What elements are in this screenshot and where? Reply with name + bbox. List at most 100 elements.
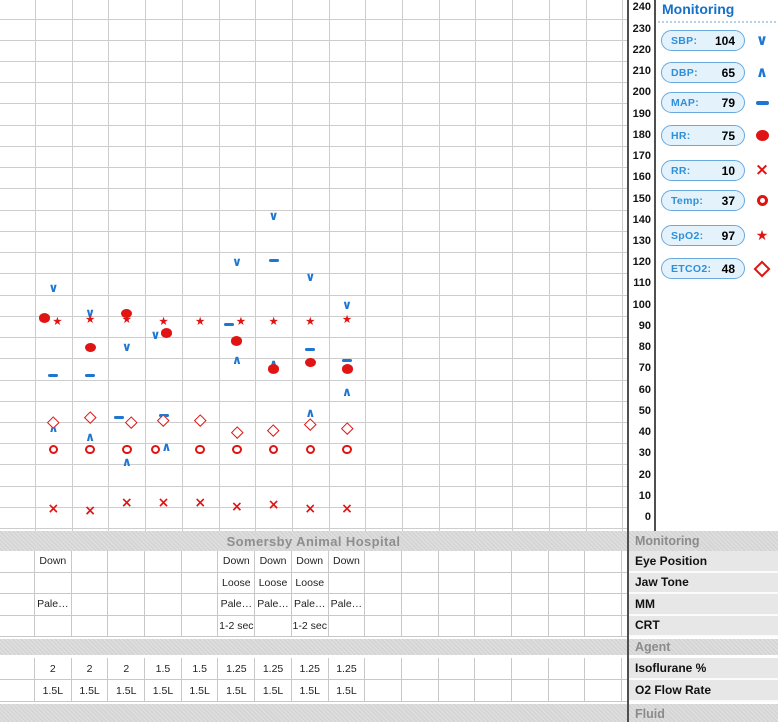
table-cell[interactable]: 1.5L [329,680,366,701]
table-cell[interactable] [72,615,109,636]
table-cell[interactable]: 1.5 [182,658,219,679]
table-cell[interactable]: 1.5L [72,680,109,701]
table-cell[interactable] [586,658,623,679]
table-cell[interactable] [145,572,182,593]
table-cell[interactable] [512,615,549,636]
table-cell[interactable] [586,680,623,701]
table-cell[interactable] [512,572,549,593]
table-cell[interactable]: Pale… [35,594,72,615]
table-cell[interactable] [72,572,109,593]
table-cell[interactable] [586,594,623,615]
table-cell[interactable] [402,572,439,593]
table-cell[interactable]: Pale… [292,594,329,615]
table-cell[interactable] [145,551,182,572]
table-cell[interactable]: 1.25 [292,658,329,679]
table-cell[interactable] [512,680,549,701]
table-cell[interactable] [0,615,35,636]
vital-pill-SpO2[interactable]: SpO2: 97 [661,225,745,246]
table-cell[interactable] [402,658,439,679]
table-cell[interactable] [475,551,513,572]
table-cell[interactable] [108,615,146,636]
vital-pill-HR[interactable]: HR: 75 [661,125,745,146]
table-cell[interactable]: 1.25 [255,658,292,679]
table-cell[interactable] [549,572,586,593]
table-cell[interactable] [108,594,146,615]
table-cell[interactable] [475,572,513,593]
table-cell[interactable]: Down [292,551,329,572]
table-cell[interactable] [365,658,402,679]
table-cell[interactable]: 2 [72,658,109,679]
table-cell[interactable]: Down [219,551,256,572]
table-cell[interactable]: 1.5L [292,680,329,701]
table-cell[interactable]: 1.5L [145,680,182,701]
table-cell[interactable] [329,572,366,593]
table-cell[interactable]: 1.5L [182,680,219,701]
table-cell[interactable] [35,615,72,636]
table-cell[interactable]: Down [255,551,292,572]
table-cell[interactable] [512,594,549,615]
table-cell[interactable]: Loose [219,572,256,593]
table-cell[interactable] [586,615,623,636]
table-cell[interactable] [365,572,402,593]
table-cell[interactable] [72,551,109,572]
table-cell[interactable] [0,594,35,615]
table-cell[interactable]: 1.25 [219,658,256,679]
table-cell[interactable] [182,615,219,636]
table-cell[interactable]: Pale… [329,594,366,615]
table-cell[interactable] [475,594,513,615]
table-cell[interactable] [0,551,35,572]
vital-pill-RR[interactable]: RR: 10 [661,160,745,181]
table-cell[interactable] [439,572,476,593]
table-cell[interactable] [72,594,109,615]
table-cell[interactable] [402,594,439,615]
table-cell[interactable] [549,615,586,636]
table-cell[interactable] [329,615,366,636]
table-cell[interactable] [108,551,146,572]
table-cell[interactable]: Loose [255,572,292,593]
table-cell[interactable] [439,551,476,572]
table-cell[interactable] [0,680,35,701]
table-cell[interactable] [439,680,476,701]
table-cell[interactable]: 2 [35,658,72,679]
table-cell[interactable] [439,615,476,636]
vital-pill-MAP[interactable]: MAP: 79 [661,92,745,113]
table-cell[interactable]: 1.5 [145,658,182,679]
table-cell[interactable] [549,551,586,572]
table-cell[interactable]: 1-2 sec [219,615,256,636]
table-cell[interactable]: 1-2 sec [292,615,329,636]
table-cell[interactable] [549,594,586,615]
vital-pill-DBP[interactable]: DBP: 65 [661,62,745,83]
table-cell[interactable] [365,680,402,701]
table-cell[interactable] [145,615,182,636]
table-cell[interactable] [0,658,35,679]
table-cell[interactable] [182,551,219,572]
table-cell[interactable]: Down [35,551,72,572]
table-cell[interactable]: Loose [292,572,329,593]
table-cell[interactable] [182,572,219,593]
table-cell[interactable] [402,680,439,701]
table-cell[interactable]: 1.5L [219,680,256,701]
table-cell[interactable]: Pale… [219,594,256,615]
table-cell[interactable]: 1.25 [329,658,366,679]
vital-pill-Temp[interactable]: Temp: 37 [661,190,745,211]
table-cell[interactable] [475,680,513,701]
table-cell[interactable] [439,658,476,679]
table-cell[interactable] [402,551,439,572]
table-cell[interactable]: Down [329,551,366,572]
table-cell[interactable] [108,572,146,593]
table-cell[interactable]: 2 [108,658,146,679]
table-cell[interactable] [475,615,513,636]
table-cell[interactable] [512,658,549,679]
table-cell[interactable] [365,551,402,572]
table-cell[interactable] [439,594,476,615]
table-cell[interactable] [0,572,35,593]
table-cell[interactable] [182,594,219,615]
table-cell[interactable] [475,658,513,679]
vital-pill-ETCO2[interactable]: ETCO2: 48 [661,258,745,279]
table-cell[interactable]: 1.5L [108,680,146,701]
table-cell[interactable]: Pale… [255,594,292,615]
table-cell[interactable] [586,551,623,572]
table-cell[interactable] [586,572,623,593]
vital-pill-SBP[interactable]: SBP: 104 [661,30,745,51]
table-cell[interactable] [365,615,402,636]
